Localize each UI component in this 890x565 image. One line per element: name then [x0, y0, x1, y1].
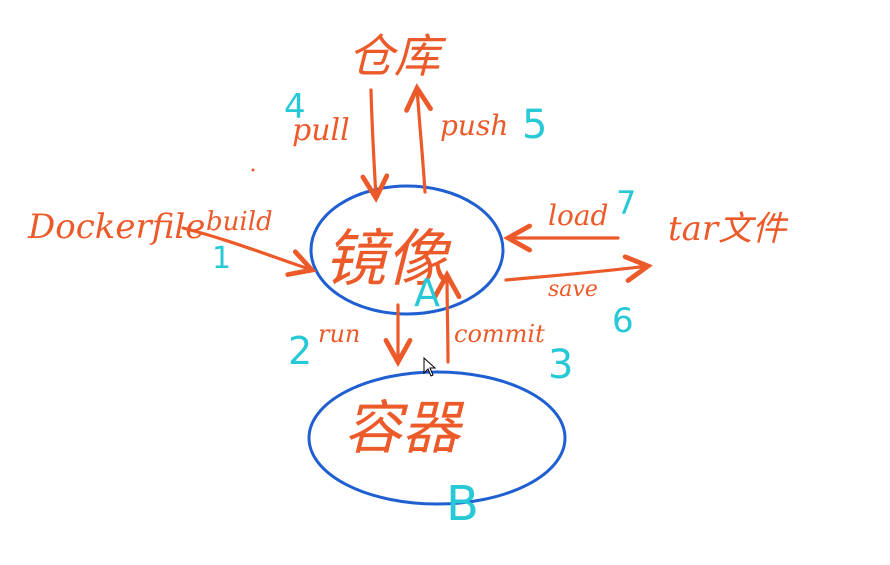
- step-run-number: 2: [288, 329, 312, 373]
- step-pull-number: 4: [284, 87, 306, 127]
- dockerfile-label: Dockerfile: [27, 207, 205, 247]
- save-label: save: [548, 277, 598, 302]
- step-load-number: 7: [616, 184, 636, 222]
- stray-dot: [251, 168, 255, 172]
- container-marker-letter: B: [446, 476, 479, 532]
- container-ellipse: [307, 370, 567, 506]
- push-label: push: [440, 109, 508, 142]
- commit-arrow: [447, 275, 448, 364]
- image-label: 镜像: [324, 222, 452, 295]
- container-label: 容器: [344, 394, 465, 462]
- pull-label: pull: [292, 113, 350, 148]
- commit-label: commit: [454, 320, 545, 348]
- mouse-cursor-icon: [423, 356, 437, 377]
- step-build-number: 1: [212, 241, 231, 276]
- load-label: load: [548, 199, 608, 232]
- step-push-number: 5: [522, 102, 547, 148]
- save-arrow: [504, 266, 648, 280]
- pull-arrow: [371, 88, 376, 198]
- run-label: run: [318, 320, 360, 348]
- repo-label: 仓库: [348, 29, 447, 83]
- step-commit-number: 3: [548, 342, 573, 388]
- image-marker-letter: A: [414, 271, 440, 315]
- build-arrow: [181, 226, 312, 270]
- tar-label: tar文件: [668, 209, 789, 249]
- step-save-number: 6: [612, 301, 634, 341]
- build-label: build: [206, 207, 273, 237]
- push-arrow: [417, 88, 425, 194]
